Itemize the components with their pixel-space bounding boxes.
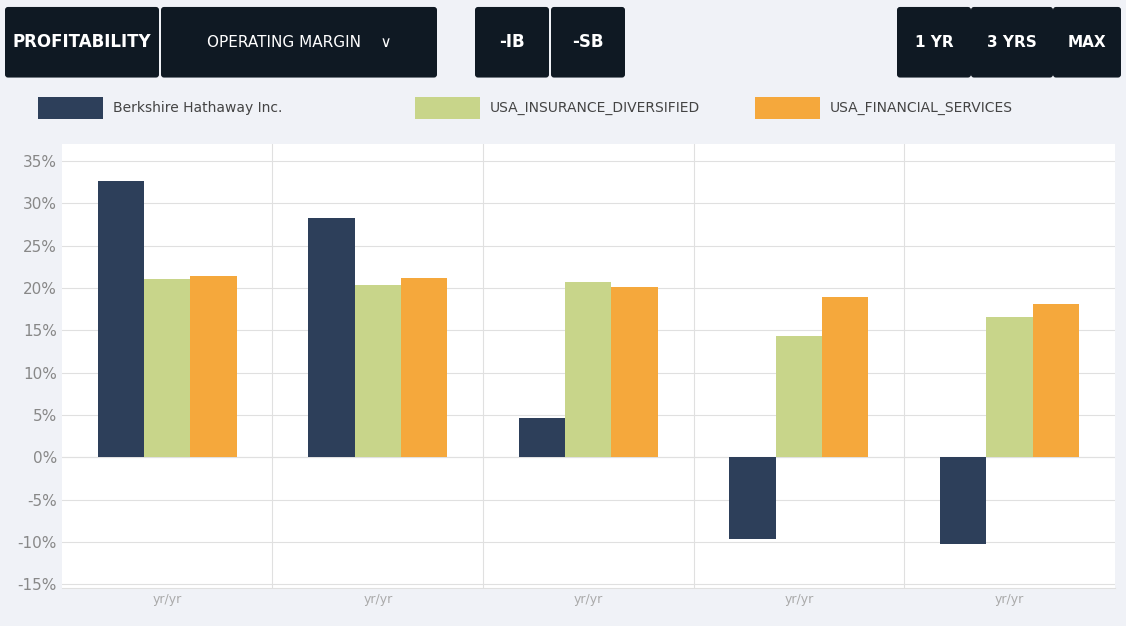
Text: MAX: MAX: [1067, 35, 1107, 49]
Text: 3 YRS: 3 YRS: [988, 35, 1037, 49]
Bar: [309, 218, 355, 457]
Text: USA_INSURANCE_DIVERSIFIED: USA_INSURANCE_DIVERSIFIED: [490, 101, 700, 115]
Bar: [986, 317, 1033, 457]
Text: USA_FINANCIAL_SERVICES: USA_FINANCIAL_SERVICES: [830, 101, 1013, 115]
Bar: [190, 276, 236, 457]
FancyBboxPatch shape: [551, 7, 625, 78]
Bar: [401, 278, 447, 457]
FancyBboxPatch shape: [971, 7, 1053, 78]
FancyBboxPatch shape: [38, 98, 102, 120]
FancyBboxPatch shape: [475, 7, 549, 78]
FancyBboxPatch shape: [5, 7, 159, 78]
Text: OPERATING MARGIN    ∨: OPERATING MARGIN ∨: [207, 35, 392, 49]
Text: PROFITABILITY: PROFITABILITY: [12, 33, 151, 51]
Text: -IB: -IB: [499, 33, 525, 51]
Bar: [144, 279, 190, 457]
Bar: [1033, 304, 1079, 457]
Bar: [940, 457, 986, 545]
FancyBboxPatch shape: [415, 98, 480, 120]
FancyBboxPatch shape: [756, 98, 820, 120]
Text: -SB: -SB: [572, 33, 604, 51]
Bar: [611, 287, 658, 457]
FancyBboxPatch shape: [1053, 7, 1121, 78]
Text: Berkshire Hathaway Inc.: Berkshire Hathaway Inc.: [113, 101, 283, 115]
Bar: [730, 457, 776, 540]
Bar: [565, 282, 611, 457]
Bar: [519, 418, 565, 457]
Bar: [355, 285, 401, 457]
Bar: [822, 297, 868, 457]
FancyBboxPatch shape: [161, 7, 437, 78]
Bar: [98, 182, 144, 457]
FancyBboxPatch shape: [897, 7, 971, 78]
Text: 1 YR: 1 YR: [914, 35, 954, 49]
Bar: [776, 336, 822, 457]
